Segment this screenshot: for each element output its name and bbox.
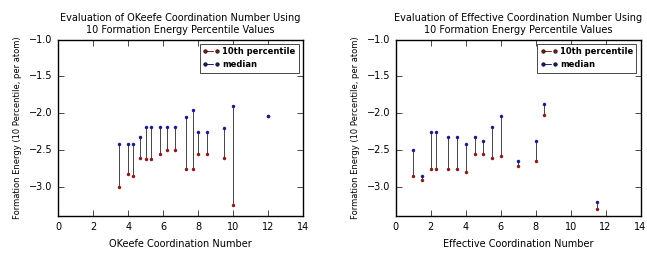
Title: Evaluation of Effective Coordination Number Using
10 Formation Energy Percentile: Evaluation of Effective Coordination Num…	[394, 13, 642, 35]
Y-axis label: Formation Energy (10 Percentile, per atom): Formation Energy (10 Percentile, per ato…	[13, 37, 22, 219]
Y-axis label: Formation Energy (10 Percentile, per atom): Formation Energy (10 Percentile, per ato…	[351, 37, 360, 219]
X-axis label: OKeefe Coordination Number: OKeefe Coordination Number	[109, 239, 252, 249]
X-axis label: Effective Coordination Number: Effective Coordination Number	[443, 239, 593, 249]
Title: Evaluation of OKeefe Coordination Number Using
10 Formation Energy Percentile Va: Evaluation of OKeefe Coordination Number…	[60, 13, 301, 35]
Legend: 10th percentile, median: 10th percentile, median	[200, 44, 299, 73]
Legend: 10th percentile, median: 10th percentile, median	[537, 44, 637, 73]
